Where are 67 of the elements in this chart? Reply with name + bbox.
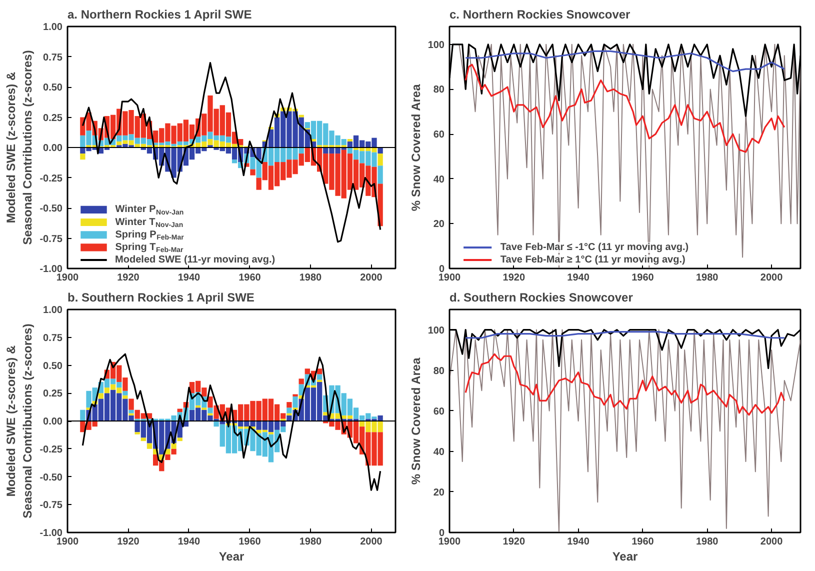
y-tick-label: 0.50: [43, 82, 63, 94]
chart-title: c. Northern Rockies Snowcover: [450, 8, 631, 22]
x-tick-label: 1940: [178, 272, 201, 284]
x-tick-label: 2000: [360, 536, 383, 548]
y-tick-label: 0.00: [43, 143, 63, 154]
y-tick-label: -1.00: [40, 528, 63, 539]
y-tick-label: 1.00: [43, 22, 63, 33]
y-axis-title: Modeled SWE (z-scores) & Seasonal Contributions (z-scores): [4, 324, 35, 518]
x-tick-label: 1920: [117, 536, 140, 548]
y-tick-label: 0.00: [43, 416, 63, 428]
y-tick-label: 40: [433, 446, 445, 458]
x-tick-label: 1920: [502, 272, 526, 284]
x-tick-label: 1900: [438, 272, 462, 284]
x-tick-label: 1960: [238, 536, 262, 548]
y-tick-label: 0: [438, 264, 445, 275]
x-tick-label: 1900: [56, 272, 80, 284]
x-tick-label: 1960: [632, 536, 654, 548]
y-axis-title: % Snow Covered Area: [408, 357, 423, 485]
x-tick-label: 1940: [178, 536, 201, 548]
x-tick-label: 2000: [760, 272, 784, 284]
x-tick-label: 1960: [632, 272, 654, 284]
y-tick-label: -0.75: [40, 234, 63, 245]
y-axis-title: Modeled SWE (z-scores) & Seasonal Contributions (z-scores): [4, 50, 35, 245]
y-tick-label: -1.00: [40, 264, 63, 275]
x-tick-label: 1980: [299, 272, 322, 284]
y-tick-label: 60: [433, 406, 445, 418]
y-tick-label: 0.75: [43, 52, 63, 64]
legend-label: Modeled SWE (11-yr moving avg.): [115, 254, 276, 266]
x-tick-label: 2000: [360, 272, 383, 284]
x-tick-label: 1980: [696, 272, 719, 284]
legend-label: Tave Feb-Mar ≥ 1°C (11 yr moving avg.): [500, 254, 686, 266]
y-tick-label: -0.75: [40, 500, 63, 512]
x-axis-title: Year: [218, 550, 245, 564]
y-tick-label: 0.75: [43, 332, 63, 344]
x-tick-label: 1900: [56, 536, 80, 548]
x-tick-label: 1980: [696, 536, 719, 548]
y-tick-label: 0.50: [43, 360, 63, 372]
y-tick-label: -0.25: [40, 173, 63, 184]
y-tick-label: 0.25: [43, 388, 63, 400]
y-tick-label: 20: [433, 487, 445, 498]
y-tick-label: -0.50: [40, 204, 63, 214]
x-tick-label: 2000: [760, 536, 784, 548]
x-tick-label: 1940: [567, 536, 590, 548]
chart-title: a. Northern Rockies 1 April SWE: [68, 8, 252, 22]
y-tick-label: 60: [433, 130, 445, 141]
x-axis-title: Year: [612, 550, 638, 564]
x-tick-label: 1980: [299, 536, 322, 548]
x-tick-label: 1900: [438, 536, 462, 548]
y-tick-label: 20: [433, 219, 445, 230]
legend-label: Tave Feb-Mar ≤ -1°C (11 yr moving avg.): [500, 242, 689, 253]
y-tick-label: 0: [438, 528, 445, 539]
y-tick-label: 0.25: [43, 112, 63, 124]
x-tick-label: 1960: [238, 272, 262, 284]
x-tick-label: 1920: [502, 536, 526, 548]
chart-title: d. Southern Rockies Snowcover: [450, 290, 634, 304]
y-tick-label: 1.00: [43, 305, 63, 316]
y-axis-title: % Snow Covered Area: [408, 84, 423, 212]
y-tick-label: 40: [433, 174, 445, 186]
chart-title: b. Southern Rockies 1 April SWE: [68, 290, 254, 304]
y-tick-label: 80: [433, 84, 445, 96]
y-tick-label: -0.50: [40, 472, 63, 484]
x-tick-label: 1920: [117, 272, 140, 284]
y-tick-label: 100: [428, 325, 445, 336]
y-tick-label: 80: [433, 366, 445, 377]
y-tick-label: -0.25: [40, 444, 63, 456]
x-tick-label: 1940: [567, 272, 590, 284]
y-tick-label: 100: [428, 40, 445, 51]
